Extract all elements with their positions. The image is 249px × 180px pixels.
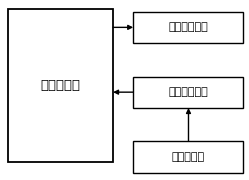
Text: 运算处理器: 运算处理器: [41, 79, 81, 92]
Bar: [133, 141, 243, 173]
Bar: [133, 76, 243, 108]
Text: 图像采集部件: 图像采集部件: [168, 87, 208, 97]
Text: 光发射部件: 光发射部件: [171, 152, 205, 162]
Text: 信号输出部件: 信号输出部件: [168, 22, 208, 32]
Bar: [8, 9, 113, 162]
Bar: [133, 12, 243, 43]
